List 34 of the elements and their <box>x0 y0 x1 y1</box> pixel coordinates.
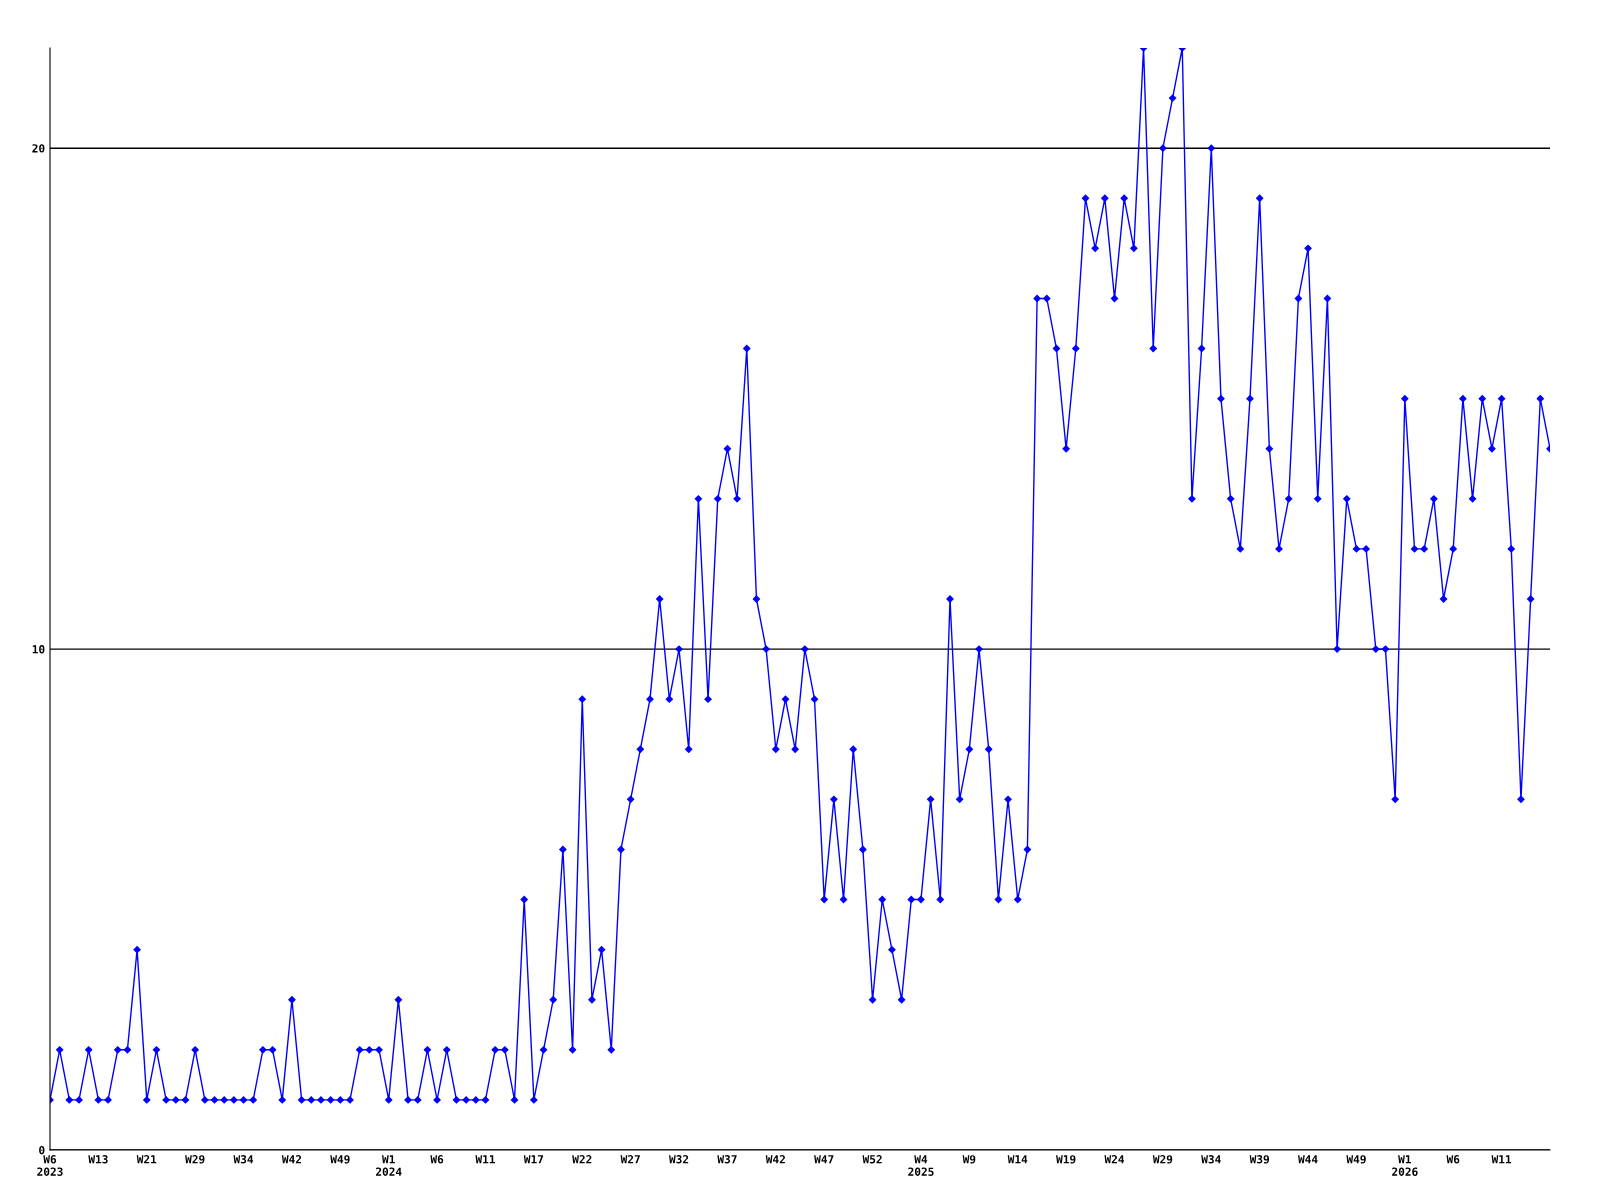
x-tick-label: W32 <box>669 1155 689 1164</box>
x-tick-label: W17 <box>523 1155 544 1164</box>
x-tick-label: W13 <box>88 1155 108 1164</box>
x-tick-label: W34 <box>233 1155 254 1164</box>
y-tick-label: 20 <box>32 144 45 153</box>
x-tick-label: W11 <box>475 1155 495 1164</box>
y-tick-label: 0 <box>39 1145 45 1155</box>
x-tick-label: W6 2023 <box>37 1155 63 1176</box>
x-tick-label: W4 2025 <box>908 1155 934 1176</box>
x-tick-label: W1 2024 <box>375 1155 402 1176</box>
x-tick-label: W14 <box>1007 1155 1028 1164</box>
x-tick-label: W34 <box>1201 1155 1221 1164</box>
x-tick-label: W42 <box>281 1155 302 1164</box>
x-tick-label: W47 <box>814 1155 834 1164</box>
y-tick-label: 10 <box>32 645 45 654</box>
x-tick-label: W39 <box>1249 1155 1269 1164</box>
x-tick-label: W29 <box>1152 1155 1173 1164</box>
x-tick-label: W1 2026 <box>1392 1155 1418 1176</box>
x-tick-label: W37 <box>717 1155 737 1164</box>
x-tick-label: W29 <box>185 1155 205 1164</box>
x-tick-label: W9 <box>962 1155 976 1164</box>
x-tick-label: W52 <box>862 1155 882 1164</box>
x-tick-label: W49 <box>1346 1155 1366 1164</box>
x-tick-label: W42 <box>765 1155 785 1164</box>
x-tick-label: W22 <box>572 1155 592 1164</box>
x-tick-label: W6 <box>430 1155 444 1164</box>
x-tick-label: W49 <box>330 1155 350 1164</box>
x-tick-label: W11 <box>1491 1155 1512 1164</box>
x-tick-label: W27 <box>620 1155 640 1164</box>
x-tick-label: W19 <box>1056 1155 1076 1164</box>
x-tick-label: W6 <box>1446 1155 1460 1164</box>
x-tick-label: W24 <box>1104 1155 1125 1164</box>
x-tick-label: W44 <box>1298 1155 1318 1164</box>
x-tick-label: W21 <box>136 1155 157 1164</box>
